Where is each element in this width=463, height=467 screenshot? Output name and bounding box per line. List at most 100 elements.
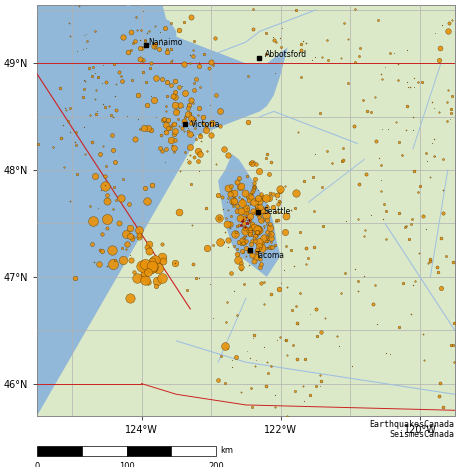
Point: [140, 269, 147, 276]
Point: [269, 33, 276, 41]
Point: [260, 222, 268, 230]
Point: [190, 79, 197, 87]
Point: [315, 382, 323, 389]
Point: [263, 369, 271, 377]
Point: [216, 107, 224, 115]
Point: [405, 235, 412, 242]
Point: [377, 176, 384, 184]
Point: [253, 223, 261, 231]
Point: [124, 49, 131, 56]
Point: [246, 228, 253, 236]
Point: [272, 38, 279, 45]
Point: [143, 198, 150, 205]
Point: [275, 198, 282, 205]
Point: [196, 83, 204, 91]
Point: [287, 247, 294, 254]
Point: [247, 193, 254, 200]
Point: [237, 266, 244, 273]
Point: [136, 36, 144, 44]
Point: [272, 209, 279, 216]
Point: [187, 181, 194, 188]
Point: [301, 39, 309, 47]
Point: [208, 314, 216, 322]
Point: [397, 151, 404, 159]
Point: [195, 105, 203, 112]
Point: [250, 231, 258, 239]
Point: [448, 258, 456, 266]
Point: [315, 372, 323, 379]
Point: [221, 318, 229, 325]
Point: [290, 388, 298, 395]
Point: [186, 131, 193, 138]
Point: [269, 190, 276, 198]
Point: [366, 211, 374, 218]
Point: [190, 154, 198, 161]
Point: [296, 228, 303, 236]
Point: [126, 251, 133, 259]
Point: [139, 273, 147, 280]
Point: [242, 252, 249, 259]
Point: [228, 202, 236, 209]
Point: [339, 144, 346, 152]
Point: [168, 142, 175, 149]
Point: [263, 234, 270, 241]
Point: [240, 229, 248, 236]
Point: [248, 187, 256, 194]
Point: [128, 235, 136, 242]
Point: [89, 63, 97, 71]
Point: [243, 347, 250, 354]
Point: [409, 168, 417, 175]
Point: [238, 196, 245, 203]
Point: [226, 225, 233, 232]
Point: [258, 245, 265, 252]
Point: [163, 121, 170, 129]
Polygon shape: [218, 154, 280, 277]
Point: [187, 114, 194, 122]
Point: [270, 36, 277, 43]
Point: [180, 120, 188, 127]
Point: [253, 204, 260, 212]
Point: [134, 91, 141, 99]
Point: [381, 63, 388, 71]
Point: [163, 78, 170, 86]
Point: [152, 283, 159, 290]
Point: [146, 266, 154, 273]
Point: [258, 239, 266, 246]
Point: [86, 203, 93, 210]
Point: [253, 228, 261, 236]
Point: [106, 111, 114, 118]
Point: [146, 64, 154, 72]
Point: [103, 224, 110, 232]
Point: [163, 118, 170, 126]
Point: [170, 127, 178, 134]
Point: [423, 260, 431, 267]
Point: [418, 78, 425, 85]
Point: [175, 104, 182, 111]
Text: Seattle: Seattle: [263, 207, 290, 216]
Point: [133, 115, 141, 123]
Point: [202, 205, 210, 212]
Point: [227, 191, 235, 199]
Text: km: km: [220, 446, 233, 455]
Point: [186, 151, 193, 159]
Point: [94, 205, 102, 212]
Point: [431, 29, 438, 36]
Point: [312, 382, 319, 389]
Point: [125, 201, 132, 208]
Point: [202, 127, 209, 134]
Point: [254, 226, 262, 234]
Point: [244, 119, 251, 126]
Point: [370, 281, 377, 289]
Point: [190, 38, 197, 45]
Point: [410, 75, 417, 82]
Point: [307, 56, 315, 64]
Point: [162, 128, 169, 136]
Point: [170, 149, 178, 156]
Point: [250, 183, 257, 191]
Point: [184, 104, 191, 112]
Point: [189, 46, 196, 54]
Point: [167, 81, 174, 88]
Point: [425, 255, 433, 263]
Point: [81, 77, 88, 85]
Point: [401, 126, 409, 134]
